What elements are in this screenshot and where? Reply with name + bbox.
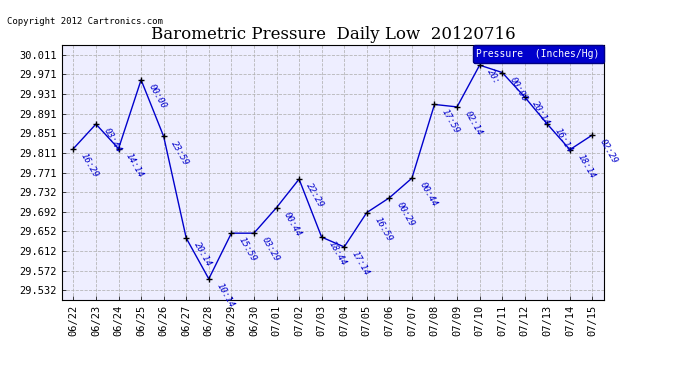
Text: 16:59: 16:59	[373, 215, 393, 243]
Text: 00:00: 00:00	[147, 82, 168, 110]
Text: 22:29: 22:29	[304, 182, 326, 210]
Text: 17:59: 17:59	[440, 107, 462, 135]
Text: 20:14: 20:14	[531, 100, 551, 128]
Text: 00:29: 00:29	[395, 201, 416, 228]
Text: 03:29: 03:29	[259, 236, 281, 264]
Text: 18:44: 18:44	[327, 240, 348, 268]
Text: 18:14: 18:14	[575, 152, 597, 180]
Text: 00:44: 00:44	[282, 210, 304, 238]
Text: 23:59: 23:59	[169, 139, 190, 167]
Text: 17:14: 17:14	[350, 250, 371, 278]
Text: 00:00: 00:00	[508, 75, 529, 103]
Text: 02:14: 02:14	[462, 110, 484, 138]
Title: Barometric Pressure  Daily Low  20120716: Barometric Pressure Daily Low 20120716	[150, 27, 515, 44]
Text: 14:14: 14:14	[124, 152, 146, 179]
Text: 20:: 20:	[485, 68, 501, 86]
Text: 02:29: 02:29	[598, 138, 619, 165]
Text: 10:14: 10:14	[215, 282, 235, 309]
Text: 20:14: 20:14	[192, 241, 213, 268]
Text: 15:59: 15:59	[237, 236, 258, 264]
Text: Copyright 2012 Cartronics.com: Copyright 2012 Cartronics.com	[7, 17, 163, 26]
Text: 00:44: 00:44	[417, 181, 439, 209]
Text: 16:14: 16:14	[553, 127, 574, 154]
Text: 03:44: 03:44	[101, 127, 123, 154]
Text: 16:29: 16:29	[79, 152, 100, 179]
Legend: Pressure  (Inches/Hg): Pressure (Inches/Hg)	[473, 45, 604, 63]
